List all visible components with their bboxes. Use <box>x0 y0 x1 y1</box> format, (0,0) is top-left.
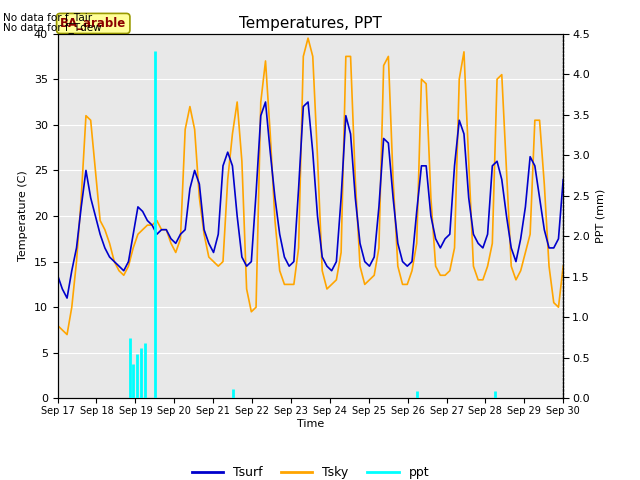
Title: Temperatures, PPT: Temperatures, PPT <box>239 16 382 31</box>
Legend: Tsurf, Tsky, ppt: Tsurf, Tsky, ppt <box>186 461 435 480</box>
Text: BA_arable: BA_arable <box>60 17 126 30</box>
X-axis label: Time: Time <box>297 419 324 429</box>
Text: No data for f_Tair: No data for f_Tair <box>3 12 92 23</box>
Text: No data for f_Tdew: No data for f_Tdew <box>3 22 102 33</box>
Y-axis label: PPT (mm): PPT (mm) <box>596 189 605 243</box>
Y-axis label: Temperature (C): Temperature (C) <box>18 170 28 262</box>
